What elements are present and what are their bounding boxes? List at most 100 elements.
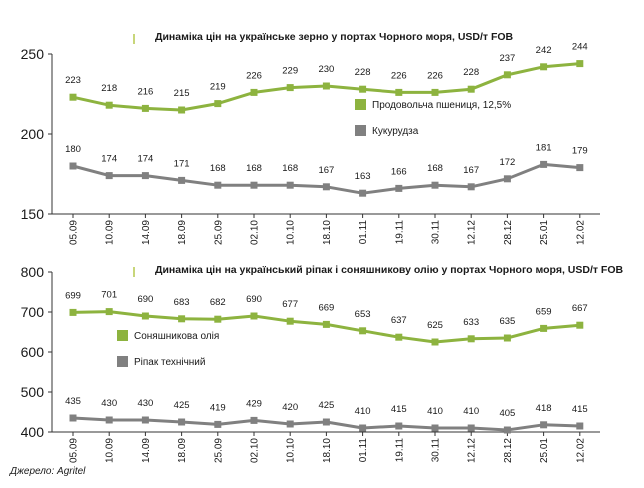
y-tick-label: 600 <box>21 344 45 360</box>
data-label: 677 <box>282 299 298 310</box>
data-point <box>178 176 186 184</box>
data-label: 637 <box>391 315 407 326</box>
data-label: 244 <box>572 42 588 53</box>
data-point <box>250 88 258 96</box>
y-tick-label: 500 <box>21 384 45 400</box>
data-label: 228 <box>355 67 371 78</box>
data-point <box>576 422 584 430</box>
y-tick-label: 700 <box>21 304 45 320</box>
data-label: 168 <box>427 163 443 174</box>
chart-rapeseed-sunoil-prices: Динаміка цін на український ріпак і соня… <box>21 264 624 463</box>
data-point <box>178 106 186 114</box>
data-label: 410 <box>427 406 443 417</box>
y-tick-label: 150 <box>21 206 45 222</box>
data-label: 237 <box>499 53 515 64</box>
data-label: 653 <box>355 309 371 320</box>
legend-label: Ріпак технічний <box>134 357 205 368</box>
data-point <box>214 181 222 189</box>
data-label: 168 <box>210 163 226 174</box>
legend-label: Продовольча пшениця, 12,5% <box>372 100 511 111</box>
data-point <box>576 164 584 172</box>
x-tick-label: 01.11 <box>358 438 369 463</box>
data-point <box>395 88 403 96</box>
data-label: 682 <box>210 297 226 308</box>
data-label: 179 <box>572 146 588 157</box>
data-label: 418 <box>536 403 552 414</box>
x-tick-label: 19.11 <box>394 220 405 245</box>
x-tick-label: 18.10 <box>322 438 333 463</box>
x-tick-label: 12.12 <box>467 438 478 463</box>
data-point <box>286 84 294 92</box>
data-label: 226 <box>391 70 407 81</box>
data-point <box>105 101 113 109</box>
data-label: 669 <box>318 302 334 313</box>
data-point <box>467 85 475 93</box>
data-point <box>105 172 113 180</box>
data-point <box>178 418 186 426</box>
data-point <box>540 421 548 429</box>
data-label: 215 <box>174 88 190 99</box>
data-label: 701 <box>101 290 117 301</box>
data-point <box>69 308 77 316</box>
data-point <box>69 93 77 101</box>
x-tick-label: 02.10 <box>250 438 261 463</box>
x-tick-label: 12.12 <box>467 220 478 245</box>
data-point <box>322 82 330 90</box>
data-label: 690 <box>137 294 153 305</box>
y-tick-label: 250 <box>21 46 45 62</box>
data-label: 420 <box>282 402 298 413</box>
x-tick-label: 25.09 <box>213 438 224 463</box>
data-label: 430 <box>137 398 153 409</box>
x-tick-label: 28.12 <box>503 220 514 245</box>
x-tick-label: 19.11 <box>394 438 405 463</box>
data-label: 167 <box>318 165 334 176</box>
data-label: 659 <box>536 306 552 317</box>
x-tick-label: 28.12 <box>503 438 514 463</box>
x-tick-label: 18.10 <box>322 220 333 245</box>
data-point <box>250 312 258 320</box>
data-label: 229 <box>282 66 298 77</box>
data-label: 690 <box>246 294 262 305</box>
x-tick-label: 14.09 <box>141 220 152 245</box>
data-point <box>503 426 511 434</box>
data-point <box>503 71 511 79</box>
chart-grain-prices: Динаміка цін на українське зерно у порта… <box>21 31 600 245</box>
data-point <box>467 183 475 191</box>
data-point <box>395 184 403 192</box>
data-label: 667 <box>572 303 588 314</box>
data-label: 163 <box>355 171 371 182</box>
data-label: 180 <box>65 144 81 155</box>
data-label: 699 <box>65 290 81 301</box>
data-label: 425 <box>174 400 190 411</box>
data-label: 635 <box>499 316 515 327</box>
x-tick-label: 18.09 <box>177 220 188 245</box>
data-point <box>214 420 222 428</box>
x-tick-label: 30.11 <box>431 438 442 463</box>
chart-title: Динаміка цін на українське зерно у порта… <box>155 31 514 43</box>
data-point <box>141 312 149 320</box>
data-point <box>359 327 367 335</box>
data-point <box>214 315 222 323</box>
data-point <box>540 324 548 332</box>
data-label: 633 <box>463 317 479 328</box>
y-tick-label: 800 <box>21 264 45 280</box>
x-tick-label: 25.01 <box>539 438 550 463</box>
data-point <box>503 175 511 183</box>
data-label: 218 <box>101 83 117 94</box>
data-label: 172 <box>499 157 515 168</box>
legend-label: Кукурудза <box>372 126 419 137</box>
x-tick-label: 05.09 <box>69 438 80 463</box>
legend-label: Соняшникова олія <box>134 331 219 342</box>
x-tick-label: 02.10 <box>250 220 261 245</box>
chart-title: Динаміка цін на український ріпак і соня… <box>155 264 624 276</box>
data-label: 230 <box>318 64 334 75</box>
data-point <box>69 162 77 170</box>
data-point <box>467 335 475 343</box>
x-tick-label: 30.11 <box>431 220 442 245</box>
x-tick-label: 10.10 <box>286 438 297 463</box>
data-point <box>503 334 511 342</box>
data-label: 410 <box>355 406 371 417</box>
data-label: 415 <box>391 404 407 415</box>
data-point <box>105 416 113 424</box>
